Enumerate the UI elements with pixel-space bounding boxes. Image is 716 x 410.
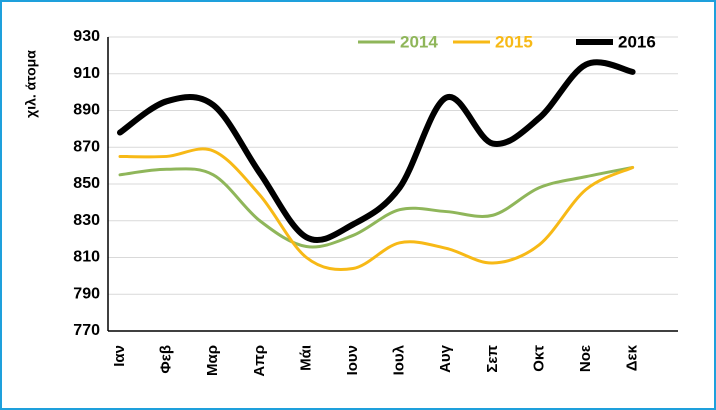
y-tick-label: 830: [73, 212, 100, 229]
y-tick-label: 810: [73, 249, 100, 266]
y-tick-label: 850: [73, 175, 100, 192]
line-series: [118, 147, 635, 272]
y-tick-label: 930: [73, 28, 100, 45]
y-tick-label: 910: [73, 65, 100, 82]
x-tick-label: Ιαν: [111, 345, 128, 367]
x-tick-label: Μαρ: [204, 345, 221, 376]
y-tick-label: 790: [73, 285, 100, 302]
x-tick-label: Νοε: [577, 345, 594, 372]
y-tick-label: 870: [73, 138, 100, 155]
legend-label: 2016: [618, 32, 656, 51]
x-tick-label: Μάι: [297, 345, 314, 371]
x-tick-label: Ιουλ: [391, 344, 408, 375]
x-tick-label: Φεβ: [158, 345, 175, 374]
x-tick-label: Δεκ: [624, 344, 641, 371]
x-tick-label: Αυγ: [437, 344, 454, 373]
line-series: [118, 165, 635, 249]
y-tick-label: 890: [73, 102, 100, 119]
x-tick-label: Απρ: [251, 345, 268, 377]
y-axis-label: χιλ. άτομα: [23, 50, 39, 118]
x-tick-label: Οκτ: [530, 345, 547, 372]
y-tick-label: 770: [73, 322, 100, 339]
x-tick-label: Σεπ: [484, 344, 501, 372]
line-series: [117, 59, 636, 244]
x-tick-label: Ιουν: [344, 345, 361, 375]
legend-label: 2014: [400, 32, 438, 51]
legend-label: 2015: [495, 32, 533, 51]
